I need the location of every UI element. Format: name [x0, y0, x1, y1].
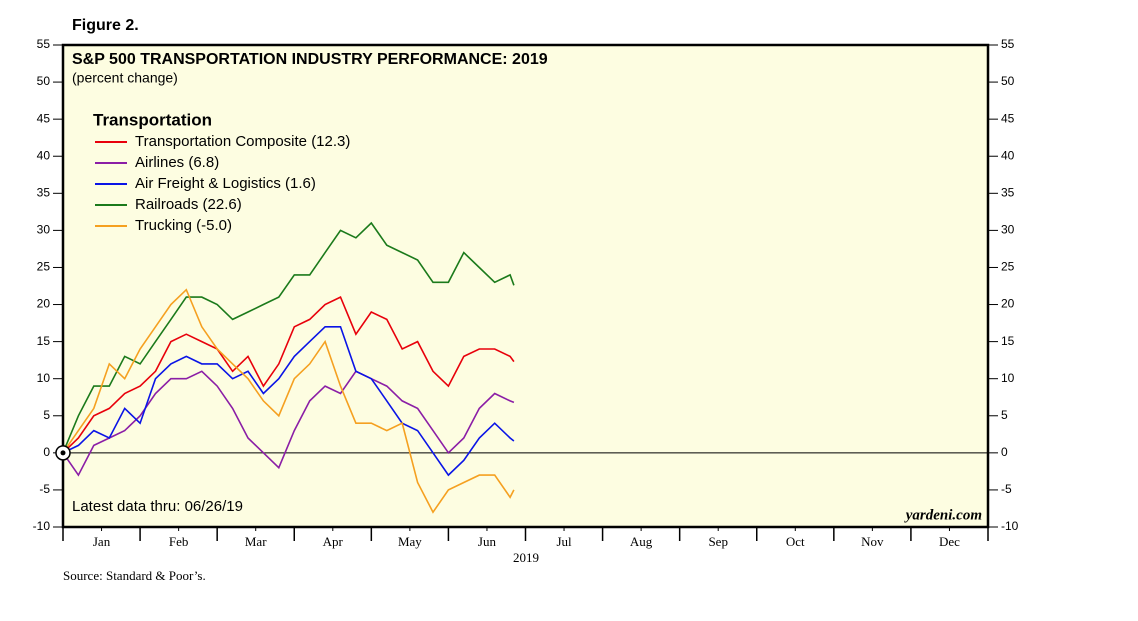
y-tick-label: 55	[37, 37, 51, 51]
y-tick-label: -5	[39, 482, 50, 496]
legend-label: Railroads (22.6)	[135, 196, 242, 213]
legend-label: Trucking (-5.0)	[135, 217, 232, 234]
x-tick-label: Nov	[861, 534, 884, 549]
series-line	[62, 326, 515, 477]
y2-tick-label: 20	[1001, 297, 1015, 311]
series-line	[62, 296, 515, 454]
y2-tick-label: 5	[1001, 408, 1008, 422]
plot-area	[61, 43, 990, 529]
y2-tick-label: -5	[1001, 482, 1012, 496]
figure-label: Figure 2.	[72, 17, 139, 34]
y2-tick-label: 55	[1001, 37, 1015, 51]
chart-title: S&P 500 TRANSPORTATION INDUSTRY PERFORMA…	[72, 51, 548, 68]
y2-tick-label: 45	[1001, 111, 1015, 125]
x-tick-label: Dec	[939, 534, 960, 549]
y-tick-label: 15	[37, 334, 51, 348]
y-tick-label: 50	[37, 74, 51, 88]
legend-label: Air Freight & Logistics (1.6)	[135, 175, 316, 192]
legend-title: Transportation	[93, 110, 212, 129]
series-line	[62, 370, 515, 477]
x-tick-label: Aug	[630, 534, 653, 549]
x-tick-label: Jul	[556, 534, 572, 549]
series-line	[62, 221, 515, 454]
y2-tick-label: 25	[1001, 260, 1015, 274]
x-tick-label: Mar	[245, 534, 267, 549]
x-axis-label: 2019	[513, 550, 539, 565]
legend-label: Transportation Composite (12.3)	[135, 133, 350, 150]
x-tick-label: Oct	[786, 534, 805, 549]
y2-tick-label: 10	[1001, 371, 1015, 385]
y-tick-label: 40	[37, 148, 51, 162]
y-tick-label: 10	[37, 371, 51, 385]
y2-tick-label: -10	[1001, 519, 1019, 533]
series-line	[62, 288, 515, 514]
y2-tick-label: 30	[1001, 223, 1015, 237]
y-tick-label: 5	[43, 408, 50, 422]
y-tick-label: 35	[37, 185, 51, 199]
y-tick-label: 20	[37, 297, 51, 311]
origin-dot	[60, 450, 66, 456]
x-tick-label: Feb	[169, 534, 189, 549]
y-tick-label: 25	[37, 260, 51, 274]
legend-label: Airlines (6.8)	[135, 154, 219, 171]
y2-tick-label: 0	[1001, 445, 1008, 459]
y-tick-label: 0	[43, 445, 50, 459]
x-tick-label: Jan	[93, 534, 111, 549]
x-tick-label: Sep	[708, 534, 728, 549]
y-tick-label: -10	[33, 519, 51, 533]
annotation: Latest data thru: 06/26/19	[72, 498, 243, 515]
x-tick-label: May	[398, 534, 422, 549]
y2-tick-label: 15	[1001, 334, 1015, 348]
y-tick-label: 45	[37, 111, 51, 125]
source: Source: Standard & Poor’s.	[63, 568, 206, 583]
y-tick-label: 30	[37, 223, 51, 237]
chart-subtitle: (percent change)	[72, 70, 178, 86]
x-tick-label: Jun	[478, 534, 497, 549]
watermark: yardeni.com	[904, 507, 982, 523]
y2-tick-label: 50	[1001, 74, 1015, 88]
x-tick-label: Apr	[323, 534, 344, 549]
y2-tick-label: 40	[1001, 148, 1015, 162]
y2-tick-label: 35	[1001, 185, 1015, 199]
